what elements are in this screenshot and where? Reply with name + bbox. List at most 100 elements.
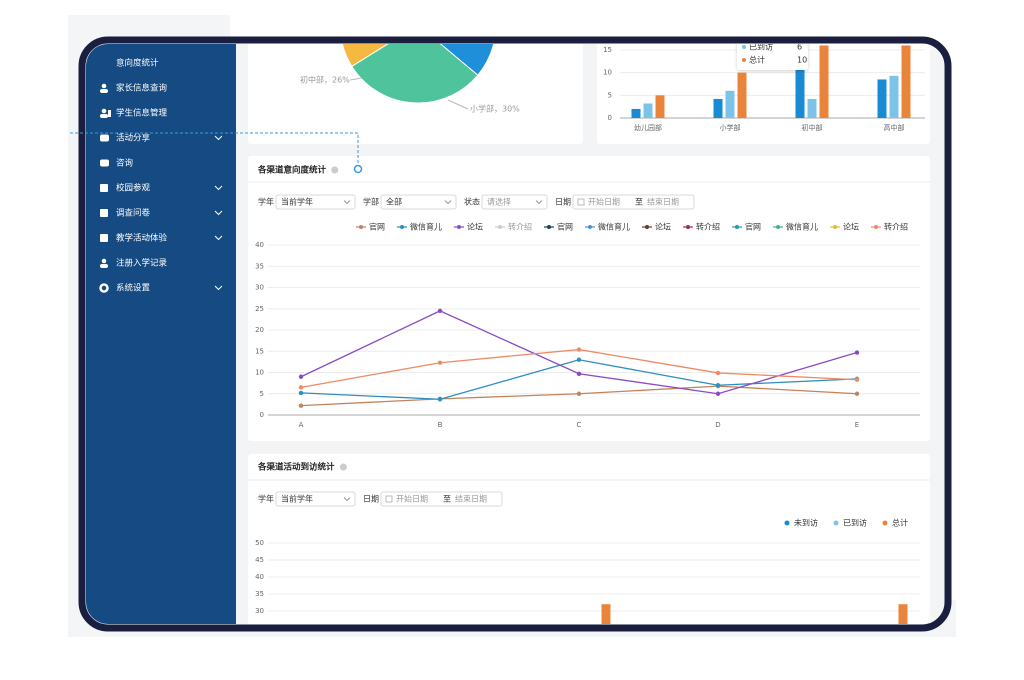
legend-item[interactable]: 官网 bbox=[356, 222, 385, 232]
menu-label: 家长信息查询 bbox=[116, 83, 167, 94]
menu-item[interactable]: 系统设置 bbox=[99, 283, 223, 294]
menu-item[interactable]: 注册入学记录 bbox=[100, 258, 168, 269]
menu-icon bbox=[99, 283, 109, 293]
bars bbox=[631, 45, 911, 118]
menu-item[interactable]: 校园参观 bbox=[100, 183, 223, 194]
x-tick-label: 小学部 bbox=[720, 123, 741, 132]
legend-item[interactable]: 转介绍 bbox=[871, 222, 908, 232]
line-point bbox=[298, 385, 304, 390]
legend-dot bbox=[735, 225, 739, 229]
chevron bbox=[444, 200, 452, 205]
filter-label: 日期 bbox=[363, 495, 379, 504]
legend-item[interactable]: 转介绍 bbox=[495, 222, 532, 232]
icon-part bbox=[101, 258, 107, 264]
legend-dot bbox=[874, 225, 878, 229]
legend-dot bbox=[686, 225, 690, 229]
leader-line bbox=[349, 77, 363, 81]
pie-label: 小学部，30% bbox=[470, 104, 520, 114]
legend-item[interactable]: 微信育儿 bbox=[773, 222, 818, 232]
tooltip-dot bbox=[742, 45, 746, 49]
y-tick-label: 45 bbox=[255, 556, 264, 564]
select[interactable]: 当前学年 bbox=[275, 194, 356, 210]
icon-part bbox=[100, 234, 108, 242]
x-tick-label: 初中部 bbox=[802, 123, 823, 132]
legend-dot bbox=[400, 225, 404, 229]
menu-item[interactable]: 调查问卷 bbox=[100, 208, 223, 219]
legend-item[interactable]: 论坛 bbox=[454, 222, 483, 232]
date-sep: 至 bbox=[443, 495, 451, 504]
menu-icon bbox=[100, 108, 111, 118]
date-sep: 至 bbox=[635, 198, 643, 207]
chevron bbox=[214, 135, 223, 141]
date-end: 结束日期 bbox=[455, 494, 487, 504]
legend-item[interactable]: 微信育儿 bbox=[585, 222, 630, 232]
bar bbox=[725, 90, 735, 118]
line-point bbox=[854, 377, 860, 382]
menu-item[interactable]: 活动分享 bbox=[100, 133, 223, 144]
legend-item[interactable]: 官网 bbox=[544, 222, 573, 232]
chart: 各渠道活动到访统计学年 当前学年 日期 开始日期 至结束日期 30 35 40 45 50 未到访 已… bbox=[255, 462, 920, 624]
legend-label: 已到访 bbox=[843, 518, 867, 528]
select[interactable]: 当前学年 bbox=[275, 491, 356, 507]
y-tick-label: 30 bbox=[255, 607, 264, 615]
legend-dot bbox=[359, 225, 363, 229]
chevron bbox=[343, 497, 351, 502]
legend-item[interactable]: 论坛 bbox=[642, 222, 671, 232]
icon-part bbox=[100, 114, 108, 118]
date-start: 开始日期 bbox=[396, 494, 428, 504]
chevron bbox=[343, 200, 351, 205]
chart: 0 5 10 15 幼儿园部 小学部 初中部 高中部 已到访 6 总计 10 bbox=[603, 44, 925, 132]
menu-label: 咨询 bbox=[116, 158, 133, 169]
legend-item[interactable]: 转介绍 bbox=[683, 222, 720, 232]
bar bbox=[655, 95, 665, 118]
legend-label: 转介绍 bbox=[696, 222, 720, 232]
legend-dot bbox=[776, 225, 780, 229]
legend-label: 论坛 bbox=[655, 222, 671, 232]
select-value: 请选择 bbox=[487, 197, 511, 207]
menu-item[interactable]: 意向度统计 bbox=[116, 58, 159, 69]
chart: 小学部，30% 初中部，26% bbox=[300, 44, 520, 114]
select-box bbox=[481, 194, 548, 210]
panel bbox=[597, 44, 930, 144]
menu-item[interactable]: 学生信息管理 bbox=[100, 108, 168, 119]
chevron bbox=[214, 235, 223, 241]
legend-item[interactable]: 论坛 bbox=[830, 222, 859, 232]
icon-part bbox=[101, 83, 107, 89]
legend-item[interactable]: 官网 bbox=[732, 222, 761, 232]
legend-item[interactable]: 总计 bbox=[882, 518, 909, 528]
date-range[interactable]: 开始日期 至结束日期 bbox=[380, 491, 503, 507]
menu-item[interactable]: 教学活动体验 bbox=[100, 233, 223, 244]
tooltip: 已到访 6 总计 10 bbox=[737, 44, 808, 70]
y-tick-label: 15 bbox=[603, 46, 612, 54]
pie-slice bbox=[417, 44, 497, 76]
legend-item[interactable]: 未到访 bbox=[784, 518, 819, 528]
x-tick-label: E bbox=[855, 421, 859, 429]
y-tick-label: 5 bbox=[608, 91, 612, 99]
date-range[interactable]: 开始日期 至结束日期 bbox=[572, 194, 695, 210]
bar bbox=[901, 45, 911, 118]
line-point bbox=[437, 308, 443, 314]
y-tick-label: 50 bbox=[255, 539, 264, 547]
x-tick-label: 高中部 bbox=[884, 123, 905, 132]
legend-dot bbox=[588, 225, 592, 229]
y-tick-label: 15 bbox=[255, 347, 264, 355]
chevron bbox=[214, 210, 223, 216]
legend-label: 转介绍 bbox=[508, 222, 532, 232]
menu-item[interactable]: 咨询 bbox=[100, 158, 133, 169]
bar bbox=[795, 68, 805, 118]
legend-label: 官网 bbox=[745, 222, 761, 232]
legend-dot bbox=[833, 520, 839, 526]
legend-item[interactable]: 微信育儿 bbox=[397, 222, 442, 232]
menu-item[interactable]: 家长信息查询 bbox=[100, 83, 167, 94]
select[interactable]: 请选择 bbox=[481, 194, 548, 210]
bar bbox=[807, 98, 817, 118]
legend-dot bbox=[498, 225, 502, 229]
legend-item[interactable]: 已到访 bbox=[833, 518, 868, 528]
info-icon bbox=[339, 463, 347, 471]
annotation-line bbox=[70, 132, 359, 163]
menu-label: 意向度统计 bbox=[116, 58, 159, 69]
select[interactable]: 全部 bbox=[380, 194, 457, 210]
filter-label: 学年 bbox=[258, 197, 274, 207]
y-tick-label: 0 bbox=[260, 411, 264, 419]
